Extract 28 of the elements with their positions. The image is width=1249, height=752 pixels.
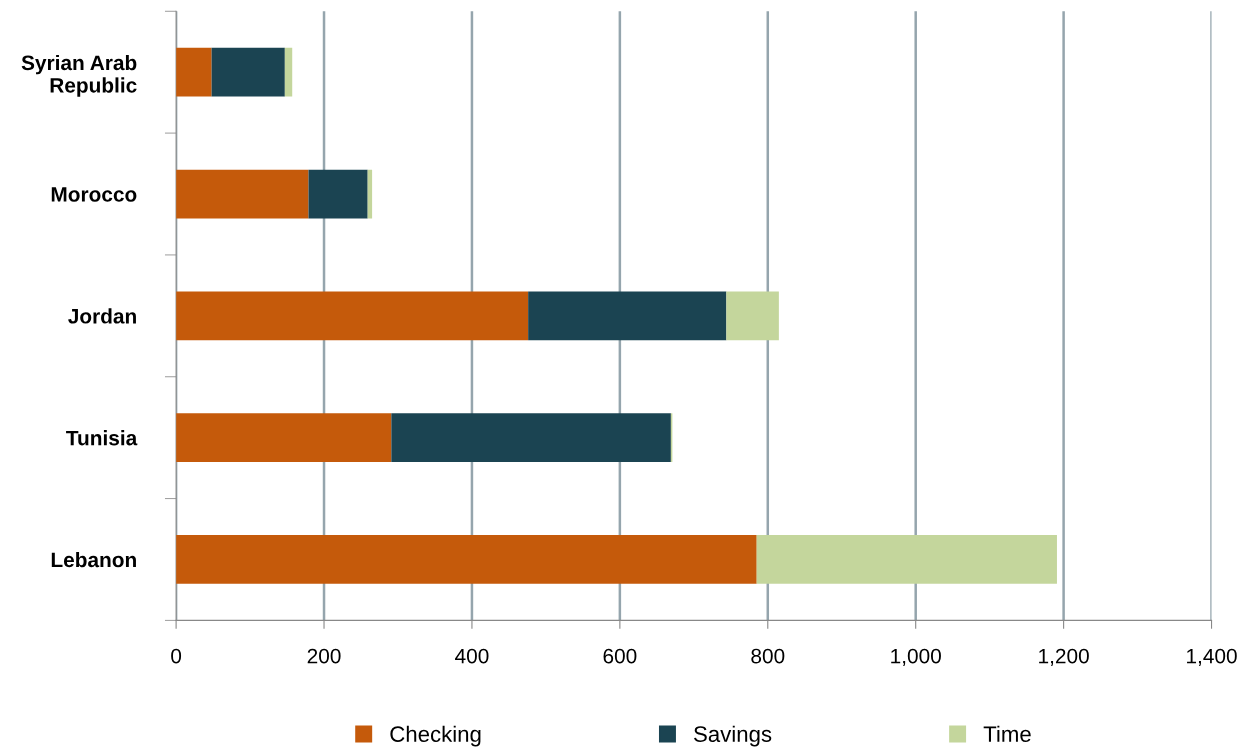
bar	[176, 169, 309, 219]
legend-label: Savings	[694, 725, 772, 747]
y-tick-label: Tunisia	[66, 430, 138, 446]
x-tick-label: 600	[603, 648, 637, 664]
legend-label: Time	[983, 725, 1031, 742]
legend-label: Checking	[390, 725, 481, 747]
bar	[176, 413, 392, 463]
x-tick-label: 1,000	[891, 648, 941, 666]
x-tick-label: 200	[307, 648, 341, 664]
bar	[726, 291, 779, 341]
x-tick-label: 0	[171, 648, 182, 664]
x-tick-label: 1,400	[1187, 648, 1237, 666]
y-tick-label: Jordan	[68, 308, 136, 324]
bar	[176, 47, 212, 97]
bar	[528, 291, 727, 341]
x-tick-label: 800	[751, 648, 785, 664]
y-tick-label: Syrian Arab Republic	[21, 54, 137, 97]
bar	[756, 535, 1057, 584]
y-tick-label: Morocco	[51, 187, 137, 202]
bar	[211, 47, 285, 97]
bar	[308, 169, 368, 219]
bar	[176, 291, 529, 341]
bar	[176, 535, 757, 584]
bar	[391, 413, 671, 463]
x-tick-label: 1,200	[1039, 648, 1089, 666]
y-tick-label: Lebanon	[51, 551, 136, 568]
x-tick-label: 400	[455, 648, 489, 664]
bar	[284, 47, 293, 97]
